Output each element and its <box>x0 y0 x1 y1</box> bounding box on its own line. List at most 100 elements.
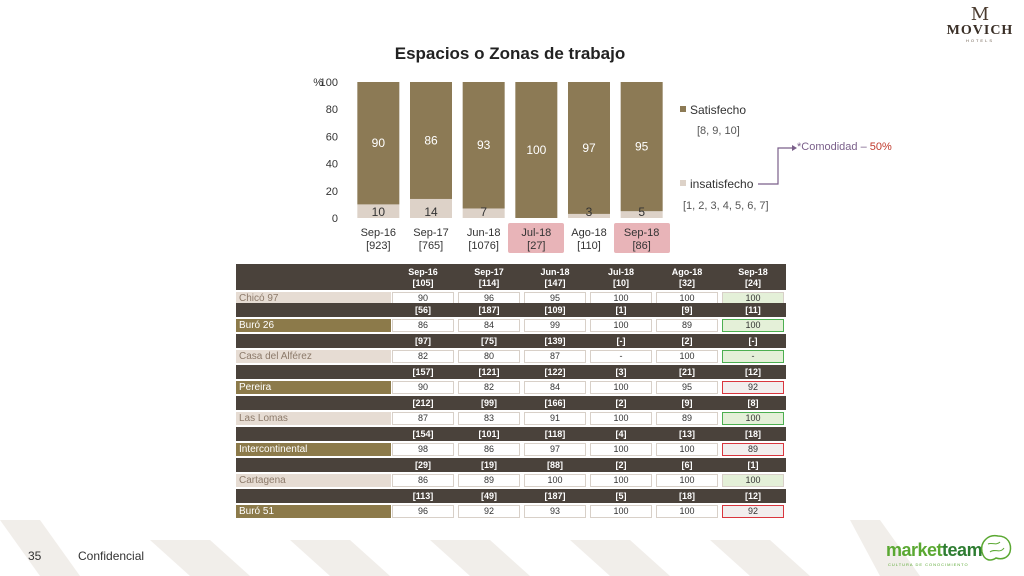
table-cell: 86 <box>392 474 454 487</box>
x-count-label: [1076] <box>468 240 499 252</box>
page-number: 35 <box>28 549 42 563</box>
column-count: [10] <box>612 278 629 288</box>
table-cell: 86 <box>458 443 520 456</box>
table-cell: 87 <box>524 350 586 363</box>
column-count: [49] <box>480 491 497 501</box>
column-count: [56] <box>414 305 431 315</box>
y-tick-label: 40 <box>326 159 338 171</box>
column-count: [187] <box>478 305 500 315</box>
legend-sublabel-satisfecho: [8, 9, 10] <box>697 125 740 137</box>
row-label: Pereira <box>236 381 391 394</box>
table-cell: 84 <box>524 381 586 394</box>
table-cell: 89 <box>656 319 718 332</box>
table-cell: 82 <box>458 381 520 394</box>
column-count: [88] <box>546 460 563 470</box>
bar-label-satisfecho: 86 <box>424 133 438 147</box>
column-count: [139] <box>544 336 566 346</box>
x-tick-label: Jul-18 <box>521 227 551 239</box>
note-pct: 50% <box>869 141 892 153</box>
table-cell: 96 <box>392 505 454 518</box>
x-count-label: [27] <box>527 240 545 252</box>
row-label: Chicó 97 <box>236 292 391 305</box>
table-cell: 100 <box>590 443 652 456</box>
footer-label: Confidencial <box>78 549 145 563</box>
column-count: [118] <box>544 429 566 439</box>
column-count: [147] <box>544 278 566 288</box>
column-count: [32] <box>678 278 695 288</box>
column-count: [12] <box>744 367 761 377</box>
row-header-band <box>236 303 786 317</box>
table-cell: 100 <box>722 474 784 487</box>
y-tick-label: 0 <box>332 213 338 225</box>
table-cell: 87 <box>392 412 454 425</box>
comodidad-note: *Comodidad – 50% <box>797 141 892 153</box>
table-cell: 100 <box>656 474 718 487</box>
row-label: Casa del Alférez <box>236 350 391 363</box>
column-count: [18] <box>744 429 761 439</box>
movich-logo: Μ MOVICH HOTELS <box>940 6 1020 46</box>
x-highlight <box>613 223 670 253</box>
table-cell: 92 <box>722 505 784 518</box>
marketteam-a: market <box>886 540 943 560</box>
y-tick-label: 60 <box>326 131 338 143</box>
column-count: [109] <box>544 305 566 315</box>
bar-insatisfecho <box>568 213 610 218</box>
legend-label-satisfecho: Satisfecho <box>690 103 746 117</box>
column-header: Sep-16 <box>408 267 438 277</box>
bar-insatisfecho <box>410 198 452 218</box>
column-count: [187] <box>544 491 566 501</box>
column-count: [13] <box>678 429 695 439</box>
column-header: Jul-18 <box>607 267 634 277</box>
table-cell: 100 <box>590 412 652 425</box>
table-cell: - <box>722 350 784 363</box>
x-tick-label: Sep-16 <box>361 227 396 239</box>
column-count: [4] <box>615 429 627 439</box>
bar-label-satisfecho: 93 <box>477 138 491 152</box>
x-tick-label: Sep-18 <box>624 227 659 239</box>
bar-label-satisfecho: 90 <box>372 136 386 150</box>
table-cell: 89 <box>458 474 520 487</box>
table-cell: 100 <box>722 319 784 332</box>
row-label: Buró 51 <box>236 505 391 518</box>
row-label: Intercontinental <box>236 443 391 456</box>
column-count: [157] <box>412 367 434 377</box>
column-count: [97] <box>414 336 431 346</box>
column-count: [19] <box>480 460 497 470</box>
table-cell: - <box>590 350 652 363</box>
row-header-band <box>236 489 786 503</box>
column-count: [154] <box>412 429 434 439</box>
bar-satisfecho <box>462 82 505 209</box>
bar-label-satisfecho: 100 <box>526 143 546 157</box>
row-header-band <box>236 458 786 472</box>
column-header: Sep-18 <box>738 267 768 277</box>
row-label: Cartagena <box>236 474 391 487</box>
table-cell: 80 <box>458 350 520 363</box>
table-cell: 100 <box>656 443 718 456</box>
bar-satisfecho <box>357 82 400 205</box>
column-count: [114] <box>478 278 500 288</box>
column-count: [9] <box>681 305 693 315</box>
column-count: [5] <box>615 491 627 501</box>
column-header: Ago-18 <box>671 267 703 277</box>
column-count: [122] <box>544 367 566 377</box>
x-highlight <box>508 223 565 253</box>
column-count: [-] <box>748 336 758 346</box>
column-count: [2] <box>615 460 627 470</box>
bar-label-satisfecho: 97 <box>582 141 596 155</box>
column-count: [11] <box>745 305 761 315</box>
x-count-label: [110] <box>577 240 601 252</box>
row-header-band <box>236 334 786 348</box>
y-axis-label: % <box>313 77 323 89</box>
bar-insatisfecho <box>620 211 663 218</box>
table-cell: 89 <box>722 443 784 456</box>
table-cell: 89 <box>656 412 718 425</box>
column-count: [2] <box>615 398 627 408</box>
table-cell: 98 <box>392 443 454 456</box>
table-cell: 100 <box>524 474 586 487</box>
column-count: [166] <box>544 398 566 408</box>
column-count: [24] <box>744 278 761 288</box>
column-count: [3] <box>615 367 627 377</box>
x-tick-label: Sep-17 <box>413 227 448 239</box>
x-tick-label: Jun-18 <box>467 227 501 239</box>
